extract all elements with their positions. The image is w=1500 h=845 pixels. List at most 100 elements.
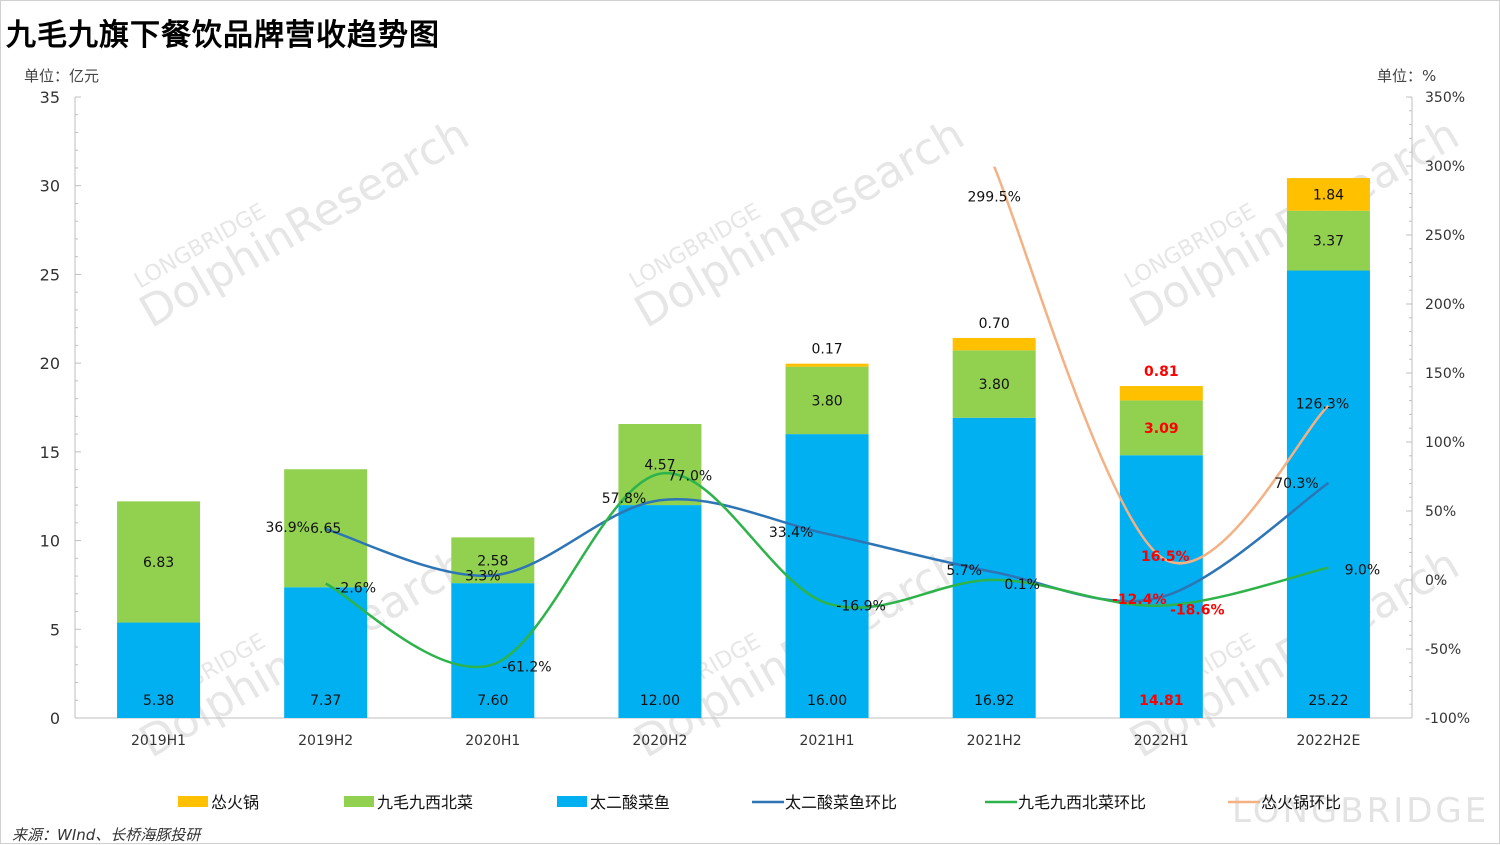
bar-value-label: 12.00	[640, 693, 680, 709]
legend-label: 怂火锅环比	[1261, 793, 1341, 812]
right-tick-label: -50%	[1425, 642, 1461, 658]
bar-song	[1119, 386, 1203, 401]
line-song_line	[993, 166, 1330, 565]
bar-value-label: 3.80	[811, 393, 842, 409]
line-value-label: -16.9%	[836, 598, 886, 614]
bar-jiumaojiu	[785, 366, 869, 435]
x-tick-label: 2019H1	[131, 733, 186, 749]
bar-value-label: 5.38	[143, 693, 174, 709]
bar-value-label: 2.58	[477, 553, 508, 569]
right-tick-label: -100%	[1425, 711, 1470, 727]
bar-taier	[1119, 455, 1203, 718]
bar-jiumaojiu	[1286, 210, 1370, 271]
data-labels: 5.38 6.83 7.37 6.65 7.60 2.58 12.00 4.57 16.00 3.…	[143, 187, 1380, 709]
bar-value-label: 0.70	[979, 316, 1010, 332]
left-tick-label: 20	[40, 354, 60, 373]
line-value-label: -12.4%	[1112, 592, 1166, 608]
bar-value-label: 0.17	[811, 342, 842, 358]
bar-value-label: 16.00	[807, 693, 847, 709]
left-tick-label: 35	[40, 88, 60, 107]
corner-watermark: LONGBRIDGE	[1232, 791, 1489, 831]
right-tick-label: 350%	[1425, 90, 1465, 106]
line-value-label: 299.5%	[967, 190, 1020, 206]
svg-text:DolphinResearch: DolphinResearch	[626, 109, 973, 339]
right-tick-label: 300%	[1425, 159, 1465, 175]
bar-value-label: 3.80	[979, 377, 1010, 393]
line-value-label: 16.5%	[1141, 549, 1190, 565]
left-tick-label: 10	[40, 532, 60, 551]
x-tick-label: 2022H2E	[1296, 733, 1360, 749]
right-tick-label: 100%	[1425, 435, 1465, 451]
line-value-label: 9.0%	[1345, 563, 1381, 579]
bar-taier	[618, 505, 702, 718]
bar-song	[785, 363, 869, 367]
bar-taier	[1286, 270, 1370, 718]
bar-value-label: 14.81	[1139, 693, 1183, 709]
line-value-label: 33.4%	[769, 525, 813, 541]
bar-value-label: 3.09	[1144, 421, 1179, 437]
bar-value-label: 1.84	[1313, 187, 1344, 203]
bar-value-label: 25.22	[1308, 693, 1348, 709]
bar-value-label: 6.83	[143, 555, 174, 571]
svg-text:DolphinResearch: DolphinResearch	[131, 109, 478, 339]
legend-label: 怂火锅	[211, 793, 259, 812]
legend-swatch	[178, 796, 208, 807]
left-tick-label: 25	[40, 265, 60, 284]
source-note: 来源：WInd、长桥海豚投研	[12, 826, 201, 844]
line-value-label: -18.6%	[1170, 603, 1224, 619]
line-value-label: -61.2%	[502, 659, 552, 675]
bar-song	[952, 337, 1036, 351]
line-value-label: 5.7%	[946, 563, 982, 579]
bar-jiumaojiu	[284, 469, 368, 588]
line-value-label: -2.6%	[335, 581, 376, 597]
bar-jiumaojiu	[952, 350, 1036, 418]
right-tick-label: 150%	[1425, 366, 1465, 382]
bar-jiumaojiu	[117, 501, 201, 623]
x-tick-label: 2019H2	[298, 733, 353, 749]
x-tick-label: 2021H1	[800, 733, 855, 749]
left-tick-label: 15	[40, 443, 60, 462]
x-tick-label: 2022H1	[1134, 733, 1189, 749]
right-tick-label: 50%	[1425, 504, 1456, 520]
bar-song	[1286, 178, 1370, 211]
line-taier_line	[325, 481, 1330, 603]
legend: 怂火锅 九毛九西北菜 太二酸菜鱼 太二酸菜鱼环比 九毛九西北菜环比 怂火锅环比	[178, 793, 1341, 812]
line-series	[325, 166, 1330, 669]
line-jiumaojiu_line	[325, 472, 1329, 669]
x-tick-label: 2020H2	[632, 733, 687, 749]
chart-title: 九毛九旗下餐饮品牌营收趋势图	[6, 18, 440, 53]
bar-series	[117, 178, 1370, 718]
line-value-label: 3.3%	[465, 568, 501, 584]
legend-swatch	[557, 796, 587, 807]
left-axis-unit: 单位：亿元	[24, 67, 100, 85]
x-tick-label: 2021H2	[967, 733, 1022, 749]
bar-taier	[785, 434, 869, 718]
legend-label: 太二酸菜鱼	[590, 793, 670, 812]
legend-label: 九毛九西北菜环比	[1018, 793, 1146, 812]
bar-value-label: 16.92	[974, 693, 1014, 709]
legend-label: 九毛九西北菜	[377, 793, 473, 812]
line-value-label: 0.1%	[1004, 577, 1040, 593]
bar-taier	[451, 583, 535, 718]
right-tick-label: 250%	[1425, 228, 1465, 244]
line-value-label: 57.8%	[602, 491, 646, 507]
bar-value-label: 0.81	[1144, 364, 1179, 380]
x-tick-label: 2020H1	[465, 733, 520, 749]
bar-value-label: 7.37	[310, 693, 341, 709]
left-tick-label: 0	[50, 709, 60, 728]
right-tick-label: 0%	[1425, 573, 1447, 589]
line-value-label: 77.0%	[668, 469, 712, 485]
bar-value-label: 3.37	[1313, 234, 1344, 250]
right-tick-label: 200%	[1425, 297, 1465, 313]
bar-taier	[952, 417, 1036, 718]
line-value-label: 36.9%	[265, 520, 309, 536]
right-axis-unit: 单位：%	[1377, 67, 1437, 85]
bar-taier	[284, 587, 368, 718]
left-tick-label: 5	[50, 620, 60, 639]
legend-label: 太二酸菜鱼环比	[785, 793, 897, 812]
bar-taier	[117, 622, 201, 718]
bar-jiumaojiu	[1119, 400, 1203, 456]
